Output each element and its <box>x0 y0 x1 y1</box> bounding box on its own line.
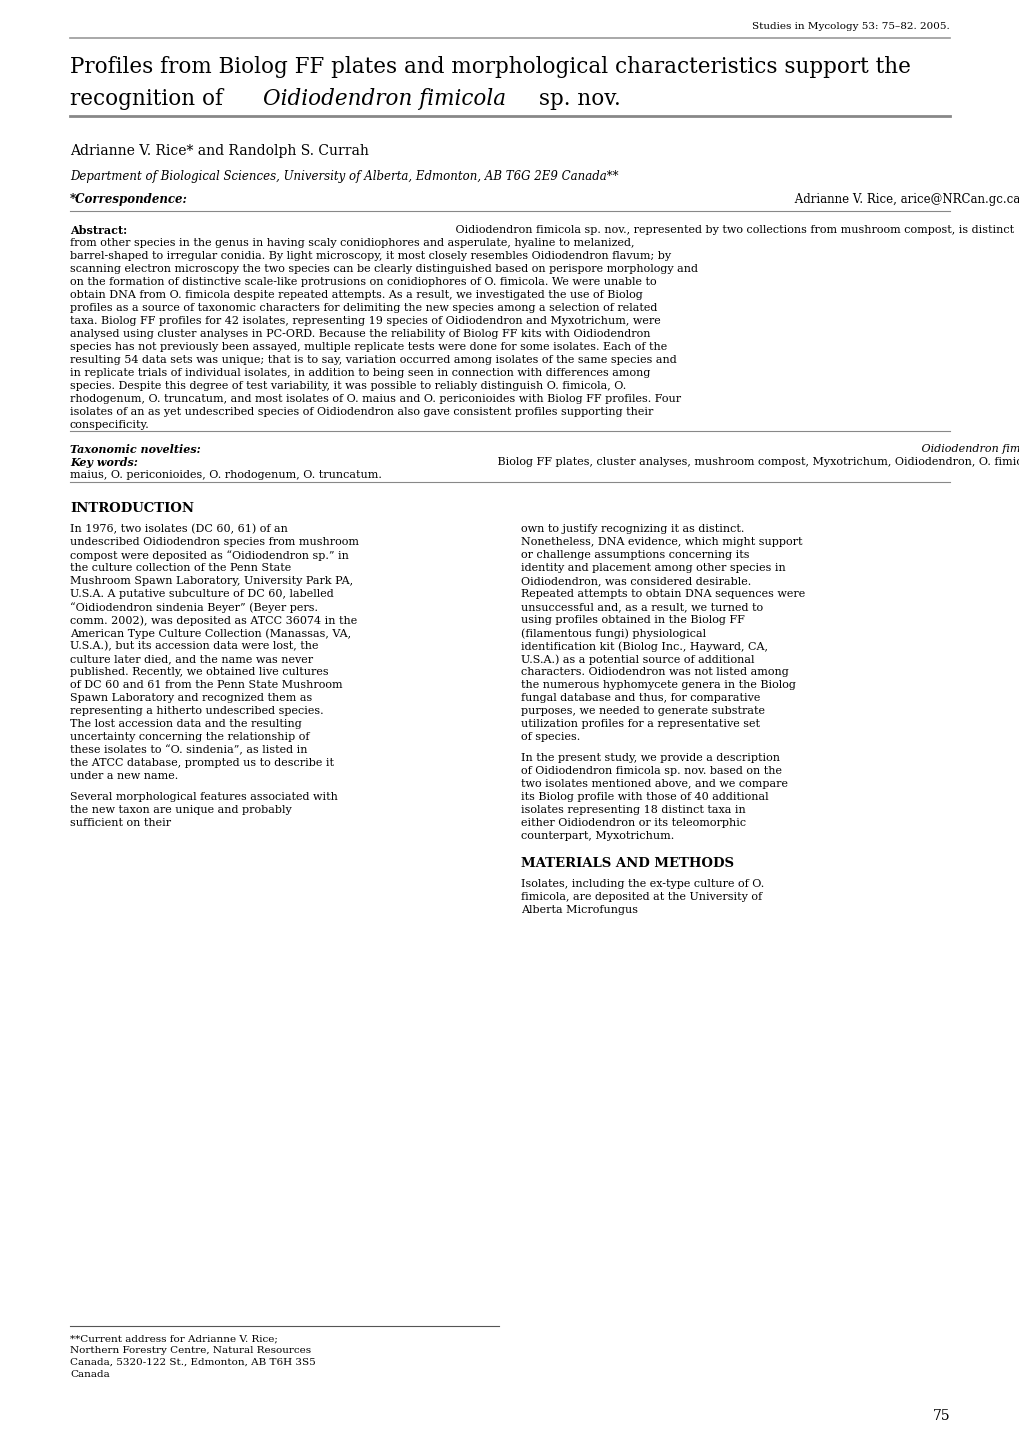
Text: the new taxon are unique and probably: the new taxon are unique and probably <box>70 804 291 814</box>
Text: Spawn Laboratory and recognized them as: Spawn Laboratory and recognized them as <box>70 693 312 703</box>
Text: of Oidiodendron fimicola sp. nov. based on the: of Oidiodendron fimicola sp. nov. based … <box>521 766 782 776</box>
Text: *Correspondence:: *Correspondence: <box>70 193 187 206</box>
Text: Key words:: Key words: <box>70 456 138 468</box>
Text: either Oidiodendron or its teleomorphic: either Oidiodendron or its teleomorphic <box>521 817 745 827</box>
Text: Alberta Microfungus: Alberta Microfungus <box>521 904 637 914</box>
Text: of DC 60 and 61 from the Penn State Mushroom: of DC 60 and 61 from the Penn State Mush… <box>70 680 342 690</box>
Text: Adrianne V. Rice, arice@NRCan.gc.ca: Adrianne V. Rice, arice@NRCan.gc.ca <box>790 193 1019 206</box>
Text: scanning electron microscopy the two species can be clearly distinguished based : scanning electron microscopy the two spe… <box>70 263 697 273</box>
Text: The lost accession data and the resulting: The lost accession data and the resultin… <box>70 718 302 728</box>
Text: MATERIALS AND METHODS: MATERIALS AND METHODS <box>521 857 734 870</box>
Text: identification kit (Biolog Inc., Hayward, CA,: identification kit (Biolog Inc., Hayward… <box>521 641 767 651</box>
Text: Isolates, including the ex-type culture of O.: Isolates, including the ex-type culture … <box>521 879 763 889</box>
Text: own to justify recognizing it as distinct.: own to justify recognizing it as distinc… <box>521 524 744 534</box>
Text: Oidiodendron fimicola Rice & Currah sp. nov.: Oidiodendron fimicola Rice & Currah sp. … <box>917 444 1019 454</box>
Text: In the present study, we provide a description: In the present study, we provide a descr… <box>521 753 780 763</box>
Text: analysed using cluster analyses in PC-ORD. Because the reliability of Biolog FF : analysed using cluster analyses in PC-OR… <box>70 329 650 339</box>
Text: Oidiodendron fimicola: Oidiodendron fimicola <box>262 87 505 110</box>
Text: (filamentous fungi) physiological: (filamentous fungi) physiological <box>521 628 705 638</box>
Text: its Biolog profile with those of 40 additional: its Biolog profile with those of 40 addi… <box>521 791 768 801</box>
Text: Adrianne V. Rice* and Randolph S. Currah: Adrianne V. Rice* and Randolph S. Currah <box>70 145 369 157</box>
Text: sufficient on their: sufficient on their <box>70 817 171 827</box>
Text: Oidiodendron, was considered desirable.: Oidiodendron, was considered desirable. <box>521 577 751 587</box>
Text: on the formation of distinctive scale-like protrusions on conidiophores of O. fi: on the formation of distinctive scale-li… <box>70 278 656 288</box>
Text: characters. Oidiodendron was not listed among: characters. Oidiodendron was not listed … <box>521 667 788 677</box>
Text: Canada: Canada <box>70 1369 110 1379</box>
Text: Profiles from Biolog FF plates and morphological characteristics support the: Profiles from Biolog FF plates and morph… <box>70 56 910 79</box>
Text: resulting 54 data sets was unique; that is to say, variation occurred among isol: resulting 54 data sets was unique; that … <box>70 355 676 365</box>
Text: maius, O. periconioides, O. rhodogenum, O. truncatum.: maius, O. periconioides, O. rhodogenum, … <box>70 469 381 479</box>
Text: sp. nov.: sp. nov. <box>532 87 621 110</box>
Text: representing a hitherto undescribed species.: representing a hitherto undescribed spec… <box>70 705 323 716</box>
Text: under a new name.: under a new name. <box>70 771 178 781</box>
Text: isolates representing 18 distinct taxa in: isolates representing 18 distinct taxa i… <box>521 804 745 814</box>
Text: in replicate trials of individual isolates, in addition to being seen in connect: in replicate trials of individual isolat… <box>70 368 650 378</box>
Text: from other species in the genus in having scaly conidiophores and asperulate, hy: from other species in the genus in havin… <box>70 238 634 248</box>
Text: species. Despite this degree of test variability, it was possible to reliably di: species. Despite this degree of test var… <box>70 381 626 391</box>
Text: U.S.A.) as a potential source of additional: U.S.A.) as a potential source of additio… <box>521 654 754 664</box>
Text: unsuccessful and, as a result, we turned to: unsuccessful and, as a result, we turned… <box>521 602 762 612</box>
Text: uncertainty concerning the relationship of: uncertainty concerning the relationship … <box>70 733 309 743</box>
Text: Mushroom Spawn Laboratory, University Park PA,: Mushroom Spawn Laboratory, University Pa… <box>70 577 353 587</box>
Text: 75: 75 <box>931 1410 949 1422</box>
Text: Repeated attempts to obtain DNA sequences were: Repeated attempts to obtain DNA sequence… <box>521 590 804 600</box>
Text: the culture collection of the Penn State: the culture collection of the Penn State <box>70 562 291 572</box>
Text: using profiles obtained in the Biolog FF: using profiles obtained in the Biolog FF <box>521 615 744 625</box>
Text: Nonetheless, DNA evidence, which might support: Nonetheless, DNA evidence, which might s… <box>521 537 802 547</box>
Text: Department of Biological Sciences, University of Alberta, Edmonton, AB T6G 2E9 C: Department of Biological Sciences, Unive… <box>70 170 618 183</box>
Text: obtain DNA from O. fimicola despite repeated attempts. As a result, we investiga: obtain DNA from O. fimicola despite repe… <box>70 290 642 301</box>
Text: “Oidiodendron sindenia Beyer” (Beyer pers.: “Oidiodendron sindenia Beyer” (Beyer per… <box>70 602 318 612</box>
Text: rhodogenum, O. truncatum, and most isolates of O. maius and O. periconioides wit: rhodogenum, O. truncatum, and most isola… <box>70 394 681 404</box>
Text: U.S.A. A putative subculture of DC 60, labelled: U.S.A. A putative subculture of DC 60, l… <box>70 590 333 600</box>
Text: these isolates to “O. sindenia”, as listed in: these isolates to “O. sindenia”, as list… <box>70 746 307 756</box>
Text: fungal database and thus, for comparative: fungal database and thus, for comparativ… <box>521 693 759 703</box>
Text: American Type Culture Collection (Manassas, VA,: American Type Culture Collection (Manass… <box>70 628 351 638</box>
Text: fimicola, are deposited at the University of: fimicola, are deposited at the Universit… <box>521 892 761 902</box>
Text: counterpart, Myxotrichum.: counterpart, Myxotrichum. <box>521 831 674 841</box>
Text: comm. 2002), was deposited as ATCC 36074 in the: comm. 2002), was deposited as ATCC 36074… <box>70 615 357 625</box>
Text: compost were deposited as “Oidiodendron sp.” in: compost were deposited as “Oidiodendron … <box>70 550 348 561</box>
Text: identity and placement among other species in: identity and placement among other speci… <box>521 562 785 572</box>
Text: barrel-shaped to irregular conidia. By light microscopy, it most closely resembl: barrel-shaped to irregular conidia. By l… <box>70 250 671 260</box>
Text: of species.: of species. <box>521 733 580 743</box>
Text: isolates of an as yet undescribed species of Oidiodendron also gave consistent p: isolates of an as yet undescribed specie… <box>70 406 653 416</box>
Text: Several morphological features associated with: Several morphological features associate… <box>70 791 337 801</box>
Text: two isolates mentioned above, and we compare: two isolates mentioned above, and we com… <box>521 778 788 788</box>
Text: Oidiodendron fimicola sp. nov., represented by two collections from mushroom com: Oidiodendron fimicola sp. nov., represen… <box>451 225 1013 235</box>
Text: INTRODUCTION: INTRODUCTION <box>70 502 194 515</box>
Text: Biolog FF plates, cluster analyses, mushroom compost, Myxotrichum, Oidiodendron,: Biolog FF plates, cluster analyses, mush… <box>493 456 1019 467</box>
Text: In 1976, two isolates (DC 60, 61) of an: In 1976, two isolates (DC 60, 61) of an <box>70 524 287 534</box>
Text: profiles as a source of taxonomic characters for delimiting the new species amon: profiles as a source of taxonomic charac… <box>70 303 656 313</box>
Text: Taxonomic novelties:: Taxonomic novelties: <box>70 444 201 455</box>
Text: **Current address for Adrianne V. Rice;: **Current address for Adrianne V. Rice; <box>70 1334 277 1344</box>
Text: or challenge assumptions concerning its: or challenge assumptions concerning its <box>521 550 749 560</box>
Text: published. Recently, we obtained live cultures: published. Recently, we obtained live cu… <box>70 667 328 677</box>
Text: undescribed Oidiodendron species from mushroom: undescribed Oidiodendron species from mu… <box>70 537 359 547</box>
Text: the ATCC database, prompted us to describe it: the ATCC database, prompted us to descri… <box>70 758 333 768</box>
Text: Abstract:: Abstract: <box>70 225 127 236</box>
Text: U.S.A.), but its accession data were lost, the: U.S.A.), but its accession data were los… <box>70 641 318 651</box>
Text: the numerous hyphomycete genera in the Biolog: the numerous hyphomycete genera in the B… <box>521 680 795 690</box>
Text: conspecificity.: conspecificity. <box>70 421 150 429</box>
Text: Studies in Mycology 53: 75–82. 2005.: Studies in Mycology 53: 75–82. 2005. <box>752 21 949 31</box>
Text: recognition of: recognition of <box>70 87 229 110</box>
Text: utilization profiles for a representative set: utilization profiles for a representativ… <box>521 718 759 728</box>
Text: purposes, we needed to generate substrate: purposes, we needed to generate substrat… <box>521 705 764 716</box>
Text: taxa. Biolog FF profiles for 42 isolates, representing 19 species of Oidiodendro: taxa. Biolog FF profiles for 42 isolates… <box>70 316 660 326</box>
Text: Canada, 5320-122 St., Edmonton, AB T6H 3S5: Canada, 5320-122 St., Edmonton, AB T6H 3… <box>70 1358 316 1367</box>
Text: Northern Forestry Centre, Natural Resources: Northern Forestry Centre, Natural Resour… <box>70 1347 311 1355</box>
Text: species has not previously been assayed, multiple replicate tests were done for : species has not previously been assayed,… <box>70 342 666 352</box>
Text: culture later died, and the name was never: culture later died, and the name was nev… <box>70 654 313 664</box>
